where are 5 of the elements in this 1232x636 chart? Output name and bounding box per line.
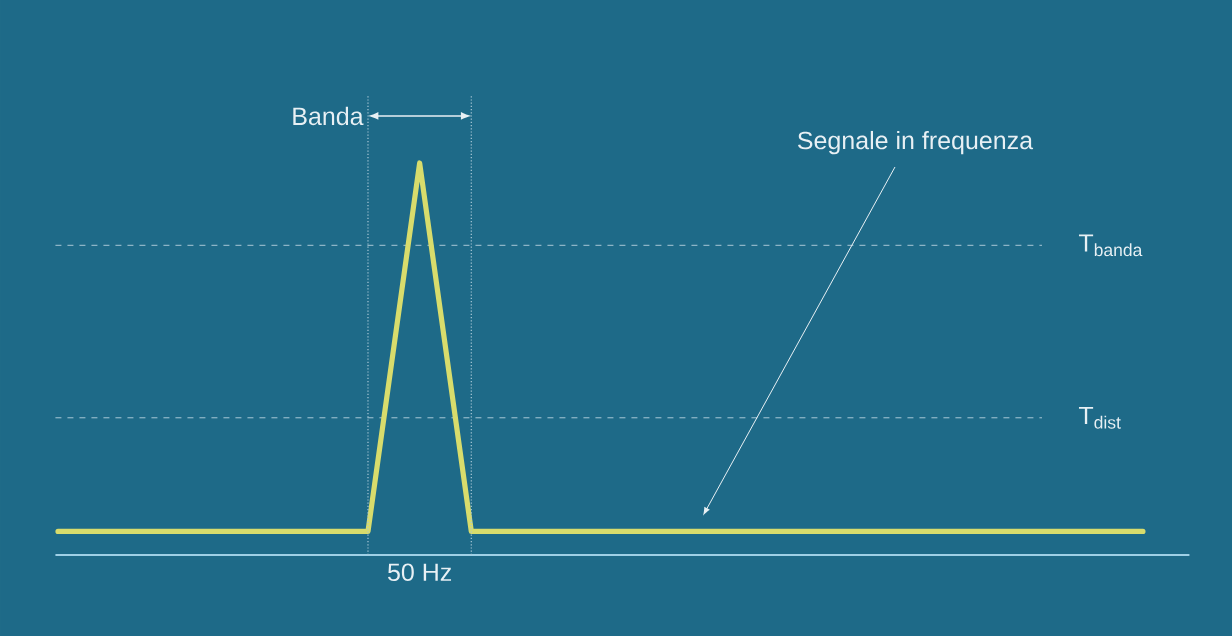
text: Segnale in frequenza: [797, 130, 1034, 155]
ref-line-label: T$_{dist}$: [1078, 406, 1121, 429]
ref-line-label: T$_{banda}$: [1078, 234, 1143, 257]
text: 50 Hz: [388, 563, 452, 582]
text: Banda: [293, 106, 364, 126]
